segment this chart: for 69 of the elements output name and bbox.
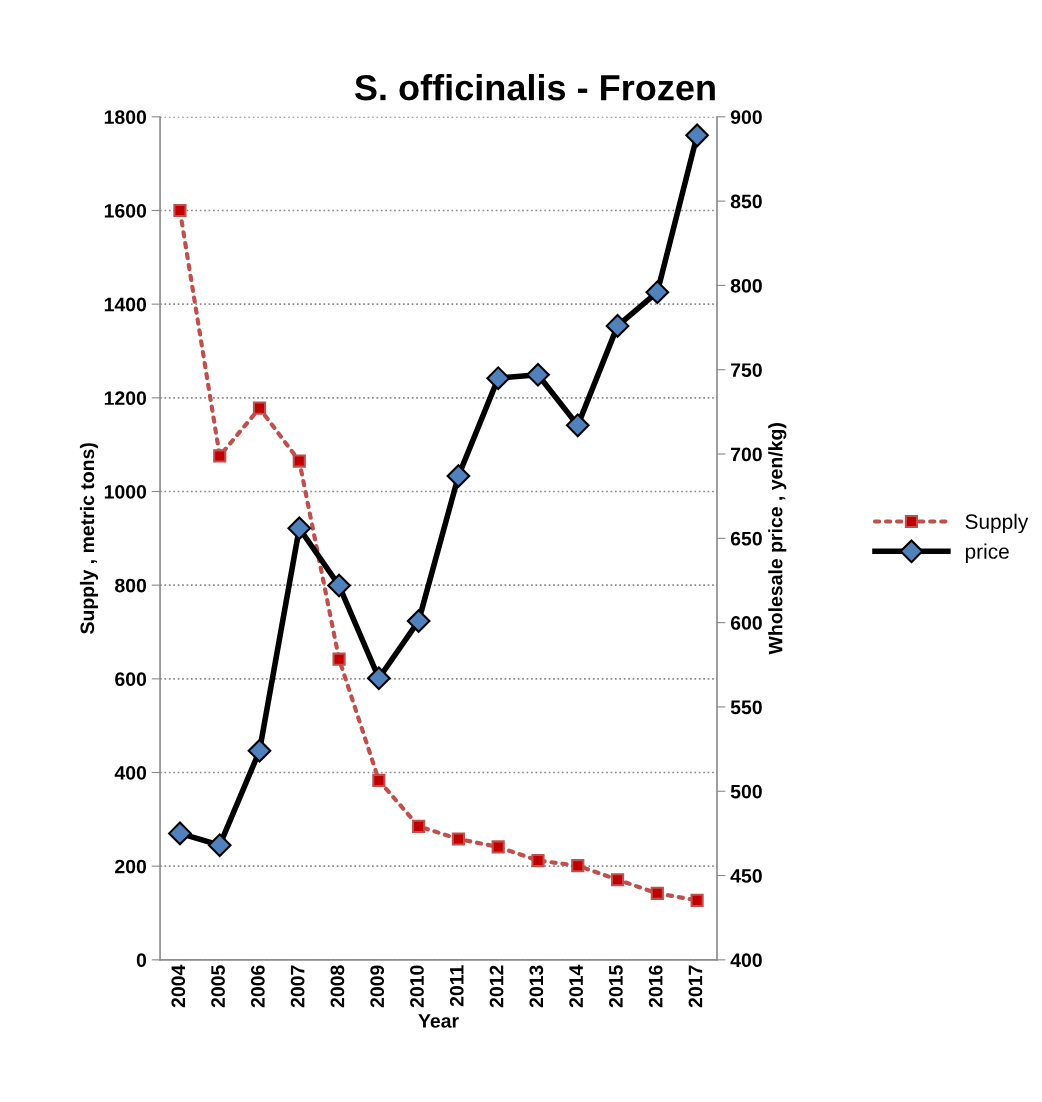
point: [207, 833, 232, 858]
point: [685, 123, 709, 148]
y2-tick-label: 900: [730, 110, 762, 125]
point: [367, 666, 391, 691]
point: [565, 413, 590, 438]
y-tick-label: 1000: [104, 484, 147, 499]
y-tick-label: 400: [114, 765, 147, 780]
y-tick-label: 1800: [104, 110, 147, 125]
y-tick-label: 1600: [104, 203, 147, 218]
point: [571, 859, 585, 873]
y2-tick-label: 800: [730, 278, 762, 293]
point: [446, 464, 471, 488]
x-axis-title: Year: [418, 1014, 459, 1028]
point: [690, 893, 704, 907]
y-tick-label: 1200: [104, 391, 147, 406]
y-tick-label: 600: [115, 672, 147, 687]
y2-tick-label: 400: [730, 953, 762, 968]
point: [173, 203, 187, 218]
x-tick-label: 2004: [171, 964, 186, 1008]
x-tick-label: 2009: [370, 965, 385, 1008]
x-tick-label: 2010: [410, 965, 424, 1008]
point: [332, 652, 346, 666]
x-tick-label: 2005: [211, 965, 225, 1008]
point: [605, 314, 630, 338]
point: [327, 573, 351, 598]
x-tick-label: 2015: [609, 965, 623, 1008]
point: [412, 819, 426, 833]
legend-label: price: [965, 543, 1009, 563]
x-tick-label: 2012: [489, 965, 504, 1008]
point: [650, 886, 664, 900]
y-tick-label: 0: [136, 953, 147, 968]
y2-tick-label: 550: [730, 700, 762, 715]
x-tick-label: 2016: [648, 965, 663, 1008]
y2-tick-label: 500: [730, 784, 762, 799]
y2-tick-label: 650: [730, 531, 762, 546]
point: [451, 832, 466, 846]
point: [287, 516, 312, 541]
y-tick-label: 200: [115, 859, 147, 874]
point: [645, 280, 670, 305]
y-tick-label: 800: [115, 578, 147, 593]
point: [406, 609, 431, 633]
y2-tick-label: 750: [731, 363, 762, 377]
point: [372, 773, 386, 788]
x-tick-label: 2013: [529, 965, 544, 1008]
legend-label: Supply: [965, 513, 1029, 534]
x-tick-label: 2007: [290, 965, 305, 1008]
point: [252, 401, 267, 415]
y2-tick-label: 450: [730, 869, 762, 883]
y2-axis-title: Wholesale price , yen/kg): [768, 423, 787, 655]
x-tick-label: 2006: [250, 965, 265, 1008]
x-tick-label: 2014: [569, 964, 583, 1008]
point: [213, 449, 227, 463]
point: [486, 366, 511, 390]
point: [292, 454, 306, 468]
point: [610, 873, 625, 887]
point: [247, 738, 272, 763]
x-tick-label: 2017: [688, 965, 703, 1008]
y-axis-title: Supply , metric tons): [79, 443, 99, 634]
y2-tick-label: 700: [731, 447, 762, 462]
x-tick-label: 2011: [449, 965, 464, 1007]
point: [526, 362, 550, 387]
chart-title: S. officinalis - Frozen: [354, 73, 715, 101]
y2-tick-label: 600: [730, 616, 762, 630]
point: [168, 821, 192, 846]
y-tick-label: 1400: [104, 297, 147, 312]
point: [491, 840, 505, 854]
x-tick-label: 2008: [330, 965, 345, 1008]
point: [531, 853, 545, 868]
y2-tick-label: 850: [730, 194, 762, 209]
